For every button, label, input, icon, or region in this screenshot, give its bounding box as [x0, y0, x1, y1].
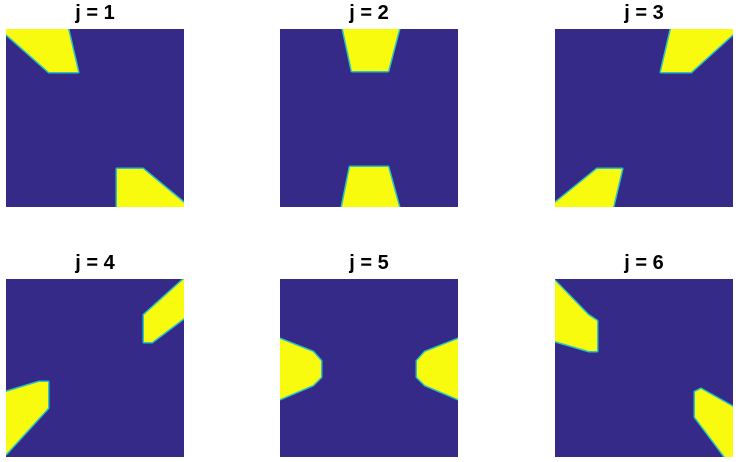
yellow-region	[693, 387, 733, 457]
panel-title: j = 1	[75, 2, 115, 24]
heatmap-image	[280, 279, 458, 457]
heatmap-image	[555, 29, 733, 207]
yellow-region	[280, 337, 323, 401]
panel-j-2: j = 2	[280, 0, 458, 210]
panel-j-1: j = 1	[6, 0, 184, 210]
panel-j-6: j = 6	[555, 250, 733, 460]
panel-title: j = 2	[349, 2, 389, 24]
heatmap-image	[280, 29, 458, 207]
heatmap-image	[6, 279, 184, 457]
panel-title: j = 4	[75, 252, 115, 274]
panel-title: j = 5	[349, 252, 389, 274]
panel-j-3: j = 3	[555, 0, 733, 210]
panel-title: j = 3	[624, 2, 664, 24]
yellow-region	[115, 167, 184, 207]
heatmap-image	[555, 279, 733, 457]
panel-j-4: j = 4	[6, 250, 184, 460]
panel-title: j = 6	[624, 252, 664, 274]
yellow-region	[6, 380, 50, 456]
yellow-region	[555, 167, 624, 207]
yellow-region	[415, 337, 458, 401]
yellow-region	[659, 29, 733, 74]
yellow-region	[340, 165, 401, 207]
panel-j-5: j = 5	[280, 250, 458, 460]
yellow-region	[341, 29, 401, 73]
yellow-region	[555, 279, 599, 353]
heatmap-image	[6, 29, 184, 207]
yellow-region	[142, 279, 184, 344]
yellow-region	[6, 29, 80, 74]
